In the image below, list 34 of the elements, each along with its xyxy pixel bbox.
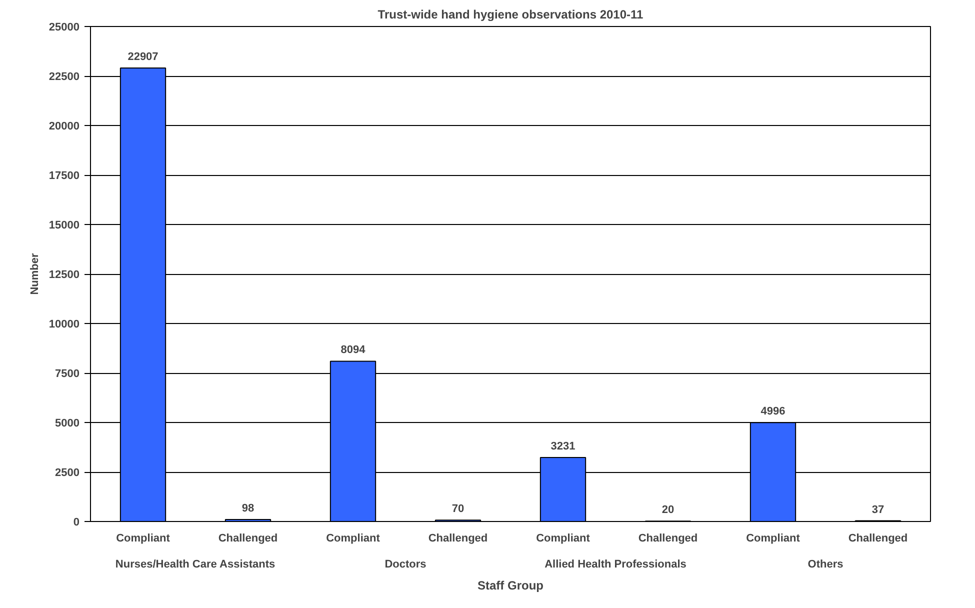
x-tick-label: Challenged <box>848 532 908 544</box>
y-tick-label: 2500 <box>55 467 80 479</box>
y-tick-label: 25000 <box>48 22 80 34</box>
y-tick-label: 0 <box>73 516 80 528</box>
y-tick-label: 20000 <box>48 120 80 132</box>
y-tick-label: 7500 <box>55 368 80 380</box>
data-label: 22907 <box>128 50 158 63</box>
data-label: 70 <box>452 503 464 516</box>
data-label: 3231 <box>550 440 576 453</box>
text: Nurses/Health Care Assistants <box>115 558 276 570</box>
y-tick-label: 22500 <box>48 71 80 83</box>
data-label: 98 <box>242 502 254 515</box>
data-label: 20 <box>662 504 674 516</box>
x-tick-label: Compliant <box>116 532 170 544</box>
text: Others <box>808 558 844 570</box>
y-tick-label: 5000 <box>55 418 80 430</box>
data-label: 4996 <box>760 406 786 418</box>
chart-title: Trust-wide hand hygiene observations 2010-11 <box>378 8 644 22</box>
text: Allied Health Professionals <box>544 558 686 570</box>
text: Doctors <box>384 558 426 570</box>
x-tick-label: Challenged <box>638 532 698 544</box>
y-tick-label: 10000 <box>48 318 80 330</box>
data-label: 8094 <box>340 344 366 356</box>
x-axis-title: Staff Group <box>478 578 544 592</box>
y-tick-label: 12500 <box>48 269 80 281</box>
y-tick-label: 15000 <box>48 220 80 232</box>
y-tick-label: 17500 <box>48 170 80 182</box>
x-tick-label: Compliant <box>746 532 800 544</box>
x-tick-label: Challenged <box>428 532 488 544</box>
y-axis-title: Number <box>28 252 41 295</box>
x-tick-label: Challenged <box>218 532 278 544</box>
data-label: 37 <box>872 504 884 516</box>
x-tick-label: Compliant <box>326 532 380 544</box>
x-tick-label: Compliant <box>536 532 590 544</box>
